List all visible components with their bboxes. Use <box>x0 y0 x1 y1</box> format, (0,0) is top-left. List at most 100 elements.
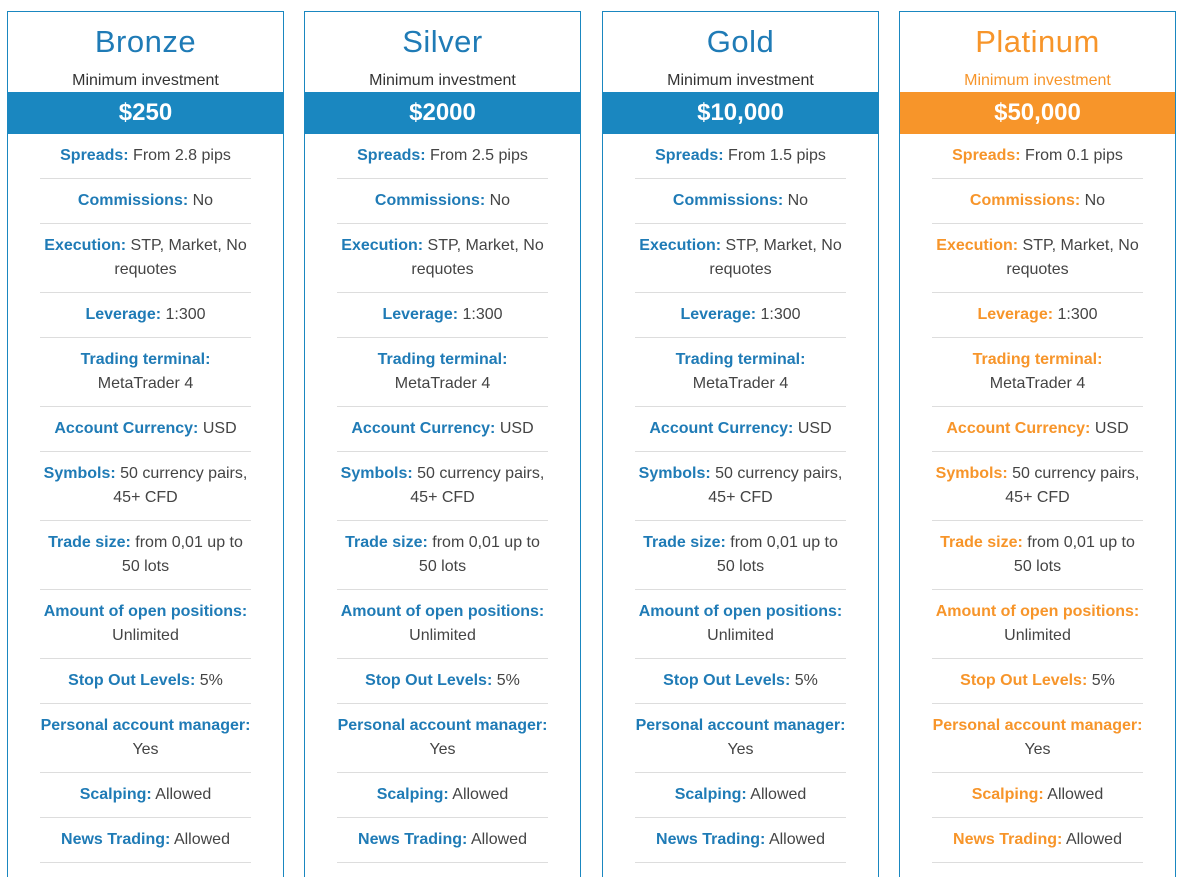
feature-label: News Trading: <box>61 831 171 848</box>
feature-label: Execution: <box>639 237 722 254</box>
feature-row: Personal account manager: Yes <box>40 704 251 773</box>
feature-value: No <box>192 192 214 209</box>
feature-label: Stop Out Levels: <box>960 672 1088 689</box>
feature-label: News Trading: <box>358 831 468 848</box>
plan-price: $50,000 <box>900 92 1175 134</box>
feature-value: STP, Market, No requotes <box>709 237 842 278</box>
plan-price: $2000 <box>305 92 580 134</box>
feature-value: From 0.1 pips <box>1025 147 1123 164</box>
feature-label: Spreads: <box>357 147 426 164</box>
feature-value: Unlimited <box>112 627 179 644</box>
feature-row: Spreads: From 0.1 pips <box>932 134 1143 179</box>
feature-label: Scalping: <box>79 786 152 803</box>
feature-row: Account Currency: USD <box>932 407 1143 452</box>
plan-subtitle: Minimum investment <box>369 72 516 89</box>
plan-name: Bronze <box>94 24 197 59</box>
feature-value: Yes <box>1024 741 1051 758</box>
feature-value: 50 currency pairs, 45+ CFD <box>410 465 545 506</box>
feature-label: Amount of open positions: <box>638 603 843 620</box>
feature-row: Commissions: No <box>932 179 1143 224</box>
feature-label: Symbols: <box>43 465 116 482</box>
feature-value: 5% <box>1091 672 1115 689</box>
plan-name: Silver <box>402 24 483 59</box>
plan-subtitle: Minimum investment <box>72 72 219 89</box>
feature-value: 50 currency pairs, 45+ CFD <box>113 465 248 506</box>
feature-label: Execution: <box>936 237 1019 254</box>
feature-row: Execution: STP, Market, No requotes <box>932 224 1143 293</box>
feature-row: News Trading: Allowed <box>40 818 251 863</box>
feature-label: Account Currency: <box>351 420 496 437</box>
feature-value: Allowed <box>768 831 825 848</box>
feature-row: Account Currency: USD <box>40 407 251 452</box>
feature-value: MetaTrader 4 <box>97 375 194 392</box>
feature-row: Personal account manager: Yes <box>932 704 1143 773</box>
feature-row: Expert Advisors: Yes <box>337 863 548 877</box>
feature-row: Stop Out Levels: 5% <box>932 659 1143 704</box>
feature-row: Symbols: 50 currency pairs, 45+ CFD <box>635 452 846 521</box>
feature-value: STP, Market, No requotes <box>411 237 544 278</box>
feature-value: Allowed <box>1065 831 1122 848</box>
feature-label: Leverage: <box>85 306 162 323</box>
feature-label: Personal account manager: <box>932 717 1143 734</box>
feature-row: Execution: STP, Market, No requotes <box>40 224 251 293</box>
feature-row: Symbols: 50 currency pairs, 45+ CFD <box>40 452 251 521</box>
feature-value: 50 currency pairs, 45+ CFD <box>708 465 843 506</box>
feature-label: Leverage: <box>382 306 459 323</box>
feature-label: Trade size: <box>643 534 726 551</box>
plan-name: Gold <box>706 24 775 59</box>
feature-row: Amount of open positions: Unlimited <box>337 590 548 659</box>
plan-price: $10,000 <box>603 92 878 134</box>
feature-row: Commissions: No <box>635 179 846 224</box>
feature-row: Spreads: From 1.5 pips <box>635 134 846 179</box>
feature-value: from 0,01 up to 50 lots <box>716 534 838 575</box>
feature-row: Trading terminal: MetaTrader 4 <box>40 338 251 407</box>
feature-value: USD <box>202 420 237 437</box>
feature-label: Trading terminal: <box>972 351 1103 368</box>
feature-value: MetaTrader 4 <box>989 375 1086 392</box>
feature-row: Expert Advisors: Yes <box>932 863 1143 877</box>
feature-row: Spreads: From 2.8 pips <box>40 134 251 179</box>
feature-row: Trade size: from 0,01 up to 50 lots <box>635 521 846 590</box>
feature-label: News Trading: <box>953 831 1063 848</box>
plan-subtitle: Minimum investment <box>964 72 1111 89</box>
feature-label: Spreads: <box>952 147 1021 164</box>
feature-value: from 0,01 up to 50 lots <box>121 534 243 575</box>
feature-row: Commissions: No <box>337 179 548 224</box>
plan-subtitle: Minimum investment <box>667 72 814 89</box>
feature-label: Symbols: <box>935 465 1008 482</box>
feature-row: Account Currency: USD <box>337 407 548 452</box>
feature-row: Personal account manager: Yes <box>635 704 846 773</box>
feature-label: Execution: <box>341 237 424 254</box>
feature-row: Leverage: 1:300 <box>40 293 251 338</box>
feature-label: Spreads: <box>655 147 724 164</box>
feature-label: Amount of open positions: <box>43 603 248 620</box>
feature-value: 1:300 <box>462 306 503 323</box>
feature-value: 1:300 <box>760 306 801 323</box>
feature-value: USD <box>797 420 832 437</box>
feature-label: Amount of open positions: <box>935 603 1140 620</box>
feature-label: Leverage: <box>977 306 1054 323</box>
feature-label: Account Currency: <box>649 420 794 437</box>
feature-value: USD <box>1094 420 1129 437</box>
feature-label: Stop Out Levels: <box>365 672 493 689</box>
feature-value: Yes <box>429 741 456 758</box>
feature-label: News Trading: <box>656 831 766 848</box>
feature-label: Trade size: <box>48 534 131 551</box>
feature-row: Amount of open positions: Unlimited <box>40 590 251 659</box>
feature-label: Spreads: <box>60 147 129 164</box>
feature-row: Leverage: 1:300 <box>932 293 1143 338</box>
feature-row: Scalping: Allowed <box>40 773 251 818</box>
feature-value: From 2.5 pips <box>430 147 528 164</box>
feature-value: No <box>787 192 809 209</box>
feature-row: News Trading: Allowed <box>932 818 1143 863</box>
feature-row: News Trading: Allowed <box>635 818 846 863</box>
feature-value: STP, Market, No requotes <box>1006 237 1139 278</box>
feature-value: STP, Market, No requotes <box>114 237 247 278</box>
feature-value: 5% <box>199 672 223 689</box>
feature-row: Trading terminal: MetaTrader 4 <box>932 338 1143 407</box>
feature-row: Execution: STP, Market, No requotes <box>337 224 548 293</box>
feature-value: Allowed <box>452 786 509 803</box>
feature-label: Execution: <box>44 237 127 254</box>
feature-row: Amount of open positions: Unlimited <box>932 590 1143 659</box>
